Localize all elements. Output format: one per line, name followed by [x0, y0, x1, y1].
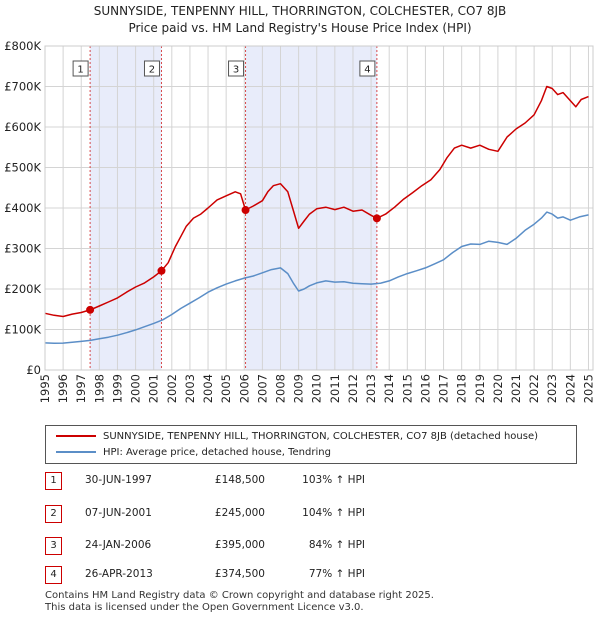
purchase-badge-label: 4: [364, 65, 370, 76]
legend-label-property: SUNNYSIDE, TENPENNY HILL, THORRINGTON, C…: [103, 431, 539, 442]
x-tick-label: 2017: [437, 374, 451, 403]
y-tick-label: £200K: [4, 282, 41, 296]
x-tick-label: 2011: [328, 374, 342, 403]
purchase-point: [157, 266, 166, 275]
legend: SUNNYSIDE, TENPENNY HILL, THORRINGTON, C…: [45, 425, 577, 464]
transaction-number: 2: [45, 505, 62, 523]
x-tick-label: 2022: [527, 374, 541, 403]
purchase-badge: [72, 60, 89, 77]
purchase-badge: [143, 60, 160, 77]
transaction-price: £395,000: [214, 539, 265, 551]
transaction-price: £245,000: [214, 507, 265, 519]
y-tick-label: £300K: [4, 242, 41, 256]
transaction-hpi: 84% ↑ HPI: [308, 539, 365, 551]
transaction-date: 26-APR-2013: [85, 568, 153, 580]
legend-label-hpi: HPI: Average price, detached house, Tend…: [103, 447, 331, 458]
transaction-number: 3: [45, 537, 62, 555]
x-tick-label: 2007: [255, 374, 269, 403]
x-tick-label: 2025: [581, 374, 595, 403]
y-tick-label: £500K: [4, 161, 41, 175]
x-tick-label: 2015: [400, 374, 414, 403]
x-tick-label: 2003: [183, 374, 197, 403]
transaction-hpi: 103% ↑ HPI: [302, 474, 365, 486]
footer-licence: This data is licensed under the Open Gov…: [45, 602, 364, 613]
footer-copyright: Contains HM Land Registry data © Crown c…: [45, 590, 434, 601]
x-tick-label: 2024: [563, 374, 577, 403]
y-tick-label: £0: [26, 363, 41, 377]
legend-swatch-property: [56, 435, 96, 437]
chart-title: SUNNYSIDE, TENPENNY HILL, THORRINGTON, C…: [94, 4, 507, 18]
y-tick-label: £100K: [4, 323, 41, 337]
transaction-price: £148,500: [214, 474, 265, 486]
y-tick-label: £700K: [4, 80, 41, 94]
x-tick-label: 2019: [473, 374, 487, 403]
chart-subtitle: Price paid vs. HM Land Registry's House …: [128, 21, 471, 35]
plot-border: [44, 45, 594, 371]
x-tick-label: 2008: [274, 374, 288, 403]
x-tick-label: 2000: [129, 374, 143, 403]
x-tick-label: 2018: [455, 374, 469, 403]
purchase-badge: [359, 60, 376, 77]
x-tick-label: 1996: [56, 374, 70, 403]
x-tick-label: 2009: [292, 374, 306, 403]
transaction-date: 24-JAN-2006: [85, 539, 152, 551]
purchase-point: [86, 305, 95, 314]
purchase-point: [372, 214, 381, 223]
x-tick-label: 2005: [219, 374, 233, 403]
x-tick-label: 2021: [509, 374, 523, 403]
x-tick-label: 2013: [364, 374, 378, 403]
transaction-date: 30-JUN-1997: [85, 474, 152, 486]
purchase-badge-label: 2: [149, 65, 155, 76]
x-tick-label: 2002: [165, 374, 179, 403]
x-tick-label: 2023: [545, 374, 559, 403]
property-price-line: [44, 85, 589, 318]
legend-swatch-hpi: [56, 451, 96, 453]
purchase-badge-label: 1: [77, 65, 83, 76]
x-tick-label: 2020: [491, 374, 505, 403]
x-tick-label: 1999: [110, 374, 124, 403]
y-tick-label: £400K: [4, 201, 41, 215]
x-tick-label: 2001: [147, 374, 161, 403]
y-tick-label: £600K: [4, 120, 41, 134]
legend-item-property: SUNNYSIDE, TENPENNY HILL, THORRINGTON, C…: [56, 430, 538, 444]
x-tick-label: 2016: [418, 374, 432, 403]
footer: Contains HM Land Registry data © Crown c…: [45, 590, 434, 614]
purchase-badge-label: 3: [233, 65, 239, 76]
legend-item-hpi: HPI: Average price, detached house, Tend…: [56, 446, 331, 460]
transaction-number: 4: [45, 566, 62, 584]
y-tick-label: £800K: [4, 39, 41, 53]
purchase-badge: [228, 60, 245, 77]
purchase-point: [241, 206, 250, 215]
x-tick-label: 2014: [382, 374, 396, 403]
hpi-line: [44, 211, 589, 345]
transaction-hpi: 104% ↑ HPI: [302, 507, 365, 519]
x-tick-label: 2006: [237, 374, 251, 403]
x-tick-label: 2010: [310, 374, 324, 403]
transaction-hpi: 77% ↑ HPI: [308, 568, 365, 580]
x-tick-label: 1998: [92, 374, 106, 403]
x-tick-label: 2004: [201, 374, 215, 403]
transaction-price: £374,500: [214, 568, 265, 580]
price-chart: SUNNYSIDE, TENPENNY HILL, THORRINGTON, C…: [4, 4, 595, 403]
x-tick-label: 1997: [74, 374, 88, 403]
x-tick-label: 2012: [346, 374, 360, 403]
x-tick-label: 1995: [38, 374, 52, 403]
transaction-number: 1: [45, 472, 62, 490]
transaction-date: 07-JUN-2001: [85, 507, 152, 519]
